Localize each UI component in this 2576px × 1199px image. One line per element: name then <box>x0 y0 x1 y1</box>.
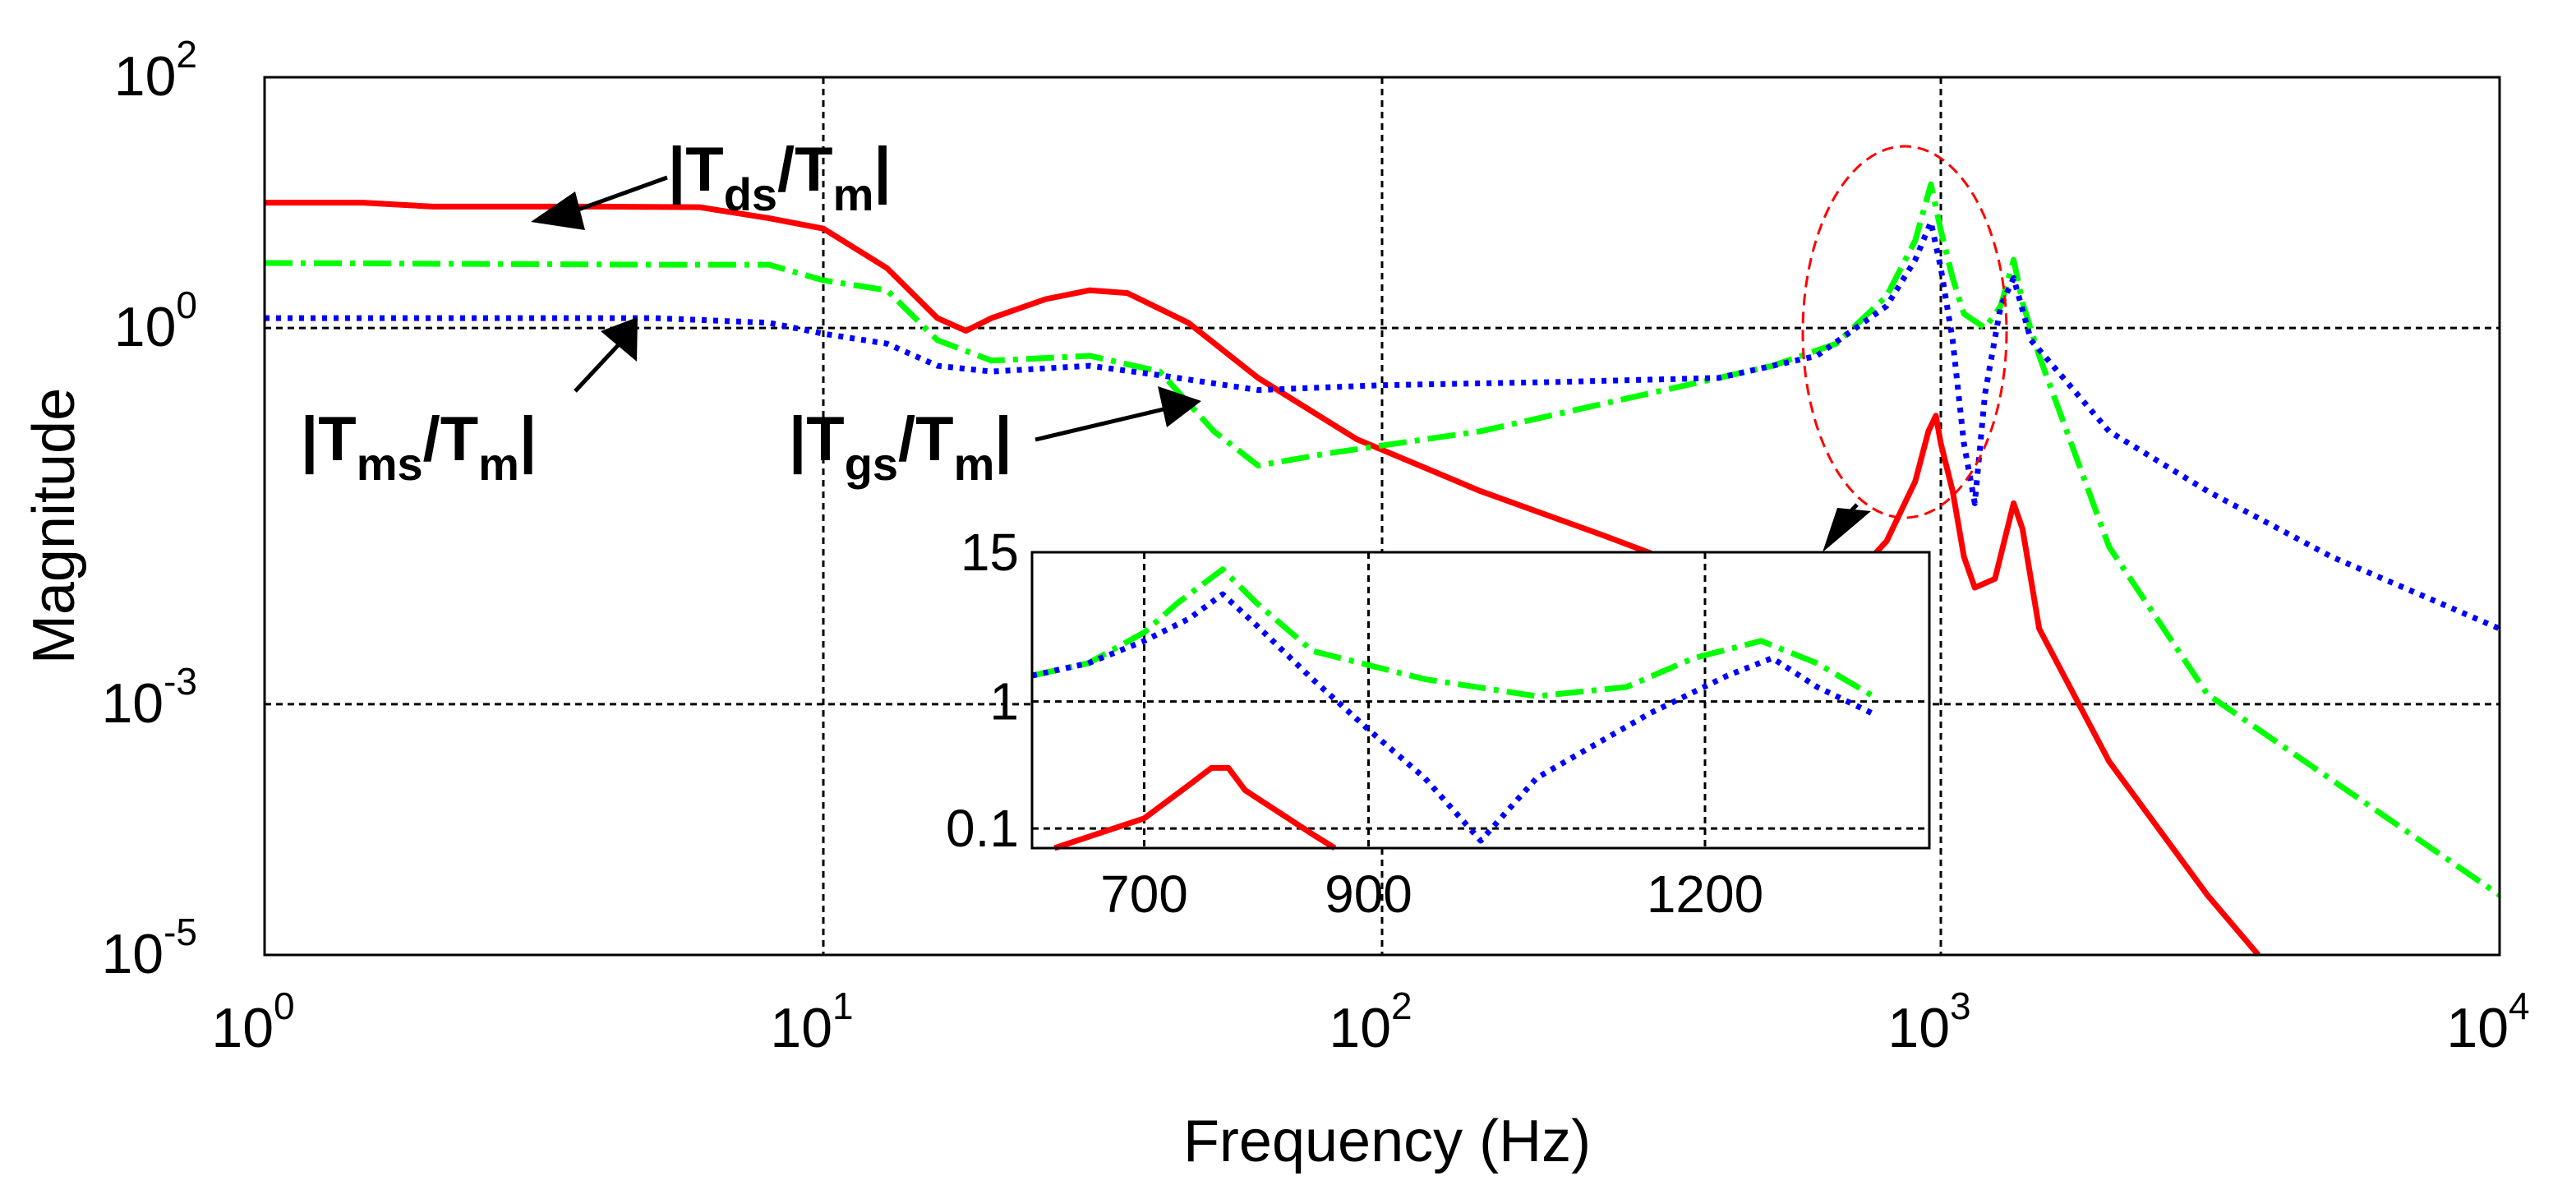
x-tick-label: 100 <box>211 985 294 1059</box>
y-axis-label: Magnitude <box>21 388 87 664</box>
resonance-highlight-ellipse <box>1801 145 2008 519</box>
inset-series-line-2 <box>1031 591 1875 844</box>
annotation-tds-label: |Tds/Tm| <box>668 135 892 220</box>
y-tick-label: 10-5 <box>101 911 197 985</box>
inset-x-tick-label: 700 <box>1100 865 1188 924</box>
tgs-arrow-head <box>1158 386 1201 427</box>
y-tick-label: 10-3 <box>101 660 197 735</box>
annotation-arrows <box>531 175 1871 552</box>
tms-arrow-line <box>574 340 623 393</box>
tms-arrow-head <box>601 317 638 362</box>
x-axis-label: Frequency (Hz) <box>1183 1109 1591 1174</box>
x-tick-label: 103 <box>1887 985 1970 1059</box>
series-line-2 <box>265 219 2501 632</box>
tds-arrow-head <box>531 191 585 230</box>
x-tick-label: 101 <box>770 985 853 1059</box>
inset-series <box>1031 566 1875 851</box>
inset-y-tick-label: 15 <box>961 523 1019 582</box>
tds-arrow-line <box>566 175 668 216</box>
inset-zoom-chart: 700 900 1200 0.1 1 15 <box>946 523 1931 924</box>
tgs-arrow-line <box>1035 407 1164 442</box>
inset-y-tick-label: 1 <box>989 672 1019 731</box>
annotation-tms-label: |Tms/Tm| <box>301 404 537 490</box>
y-tick-label: 100 <box>114 284 197 358</box>
main-plot-frame <box>263 76 2501 957</box>
x-tick-label: 102 <box>1329 985 1412 1059</box>
inset-y-tick-label: 0.1 <box>946 799 1019 858</box>
series-line-1 <box>264 181 2501 898</box>
inset-series-line-0 <box>1053 764 1337 851</box>
x-tick-label: 104 <box>2446 985 2529 1059</box>
main-tick-labels: 100 101 102 103 104 10-5 10-3 100 102 <box>101 33 2529 1059</box>
inset-series-line-1 <box>1031 566 1875 699</box>
inset-x-tick-label: 1200 <box>1647 865 1763 924</box>
inset-tick-labels: 700 900 1200 0.1 1 15 <box>946 523 1763 924</box>
inset-frame <box>1030 551 1931 850</box>
inset-x-tick-label: 900 <box>1325 865 1412 924</box>
inset-arrow-head <box>1823 508 1871 552</box>
annotation-tgs-label: |Tgs/Tm| <box>789 404 1012 490</box>
inset-grid <box>1032 552 1929 848</box>
y-tick-label: 102 <box>114 33 197 108</box>
